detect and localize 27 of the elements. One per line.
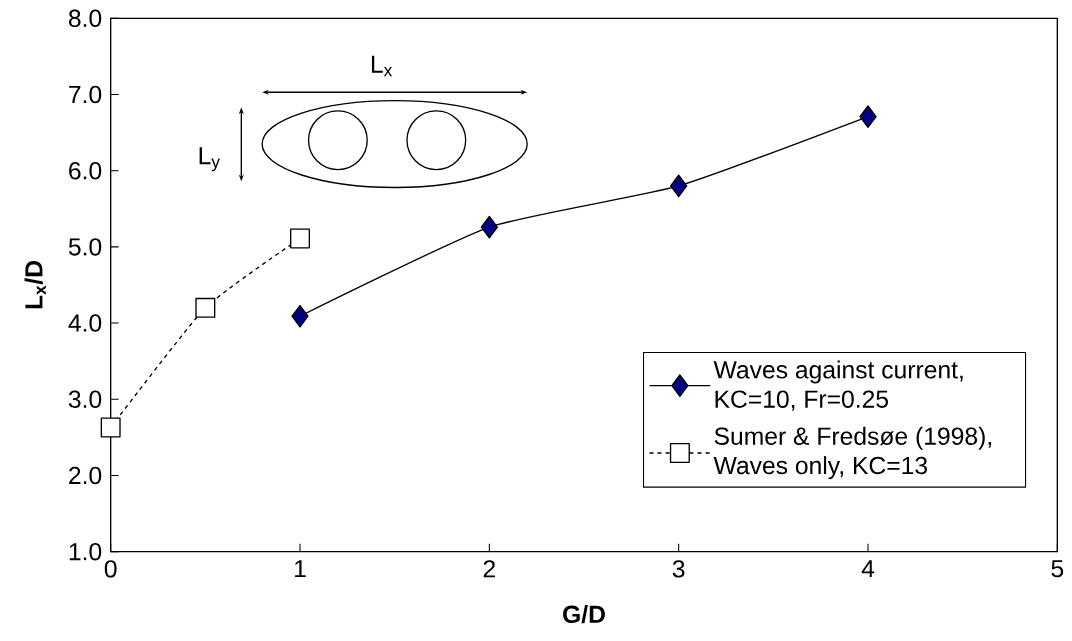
annotation: L$_{x}$: [371, 55, 393, 77]
y-tick-label: 7.0: [69, 85, 102, 104]
point: [100, 417, 121, 438]
x-tick-label: 0: [104, 560, 117, 578]
y-axis-title: L$_{x}$/D: [24, 261, 46, 309]
y-tick-label: 5.0: [68, 238, 102, 256]
point: [670, 174, 688, 198]
point: [859, 105, 877, 128]
y-tick-label: 6.0: [69, 161, 102, 180]
point: [195, 297, 216, 318]
x-tick-label: 3: [672, 560, 685, 578]
x-axis-title: G/D: [563, 604, 605, 624]
y-tick-label: 2.0: [69, 466, 102, 485]
y-tick-label: 8.0: [68, 9, 102, 28]
y-tick-label: 1.0: [69, 542, 102, 561]
annotation: L$_{y}$: [199, 147, 220, 172]
x-tick-label: 5: [1051, 560, 1064, 578]
x-tick-label: 1: [295, 560, 306, 578]
point: [290, 228, 311, 249]
y-tick-label: 3.0: [68, 390, 102, 409]
point: [480, 215, 499, 239]
y-tick-label: 4.0: [68, 314, 102, 332]
x-tick-label: 4: [861, 560, 875, 578]
point: [291, 304, 309, 328]
x-tick-label: 2: [483, 560, 495, 578]
legend-label: Sumer & Fredsøe (1998), Waves only, KC=13: [713, 426, 991, 480]
legend-label: Waves against current, KC=10, Fr=0.25: [713, 360, 963, 411]
